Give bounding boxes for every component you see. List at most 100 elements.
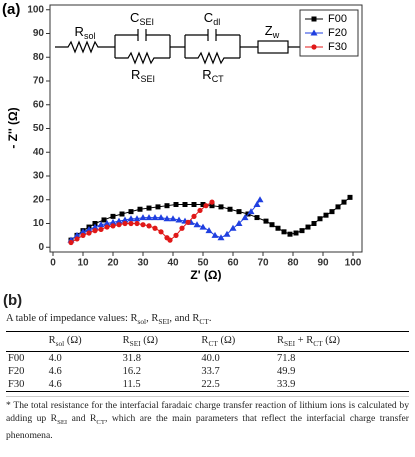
- marker: [185, 219, 191, 225]
- x-tick-label: 90: [317, 258, 329, 269]
- marker: [79, 228, 87, 235]
- marker: [203, 203, 209, 209]
- marker: [167, 237, 173, 243]
- cell: F00: [8, 353, 25, 365]
- marker: [310, 29, 318, 36]
- marker: [121, 216, 129, 223]
- marker: [175, 216, 183, 223]
- cell: 33.7: [201, 366, 220, 378]
- marker: [110, 213, 116, 219]
- circuit-label: Cdl: [204, 10, 220, 27]
- marker: [128, 209, 134, 215]
- y-tick-label: 20: [33, 194, 45, 205]
- cell: 71.8: [277, 353, 296, 365]
- marker: [146, 205, 152, 211]
- cell: 49.9: [277, 366, 296, 378]
- row: F00 4.0 31.8 40.0 71.8: [6, 352, 409, 366]
- marker: [139, 214, 147, 221]
- subscript: CT: [96, 419, 105, 427]
- marker: [122, 220, 128, 227]
- cell: 4.6: [48, 366, 62, 378]
- marker: [103, 220, 111, 226]
- y-tick-label: 10: [33, 218, 45, 229]
- y-tick-label: 40: [33, 147, 45, 158]
- subscript: sol: [55, 339, 65, 349]
- table: Rsol (Ω) RSEI (Ω) RCT (Ω) RSEI + RCT (Ω) F0…: [6, 331, 409, 393]
- marker: [299, 228, 305, 234]
- circuit-label: Rsol: [75, 24, 96, 41]
- header-cell: Rsol (Ω): [46, 331, 121, 353]
- marker: [275, 225, 281, 231]
- marker: [80, 232, 86, 238]
- marker: [86, 230, 92, 236]
- text: R: [201, 335, 209, 347]
- marker: [323, 212, 329, 218]
- marker: [151, 214, 159, 221]
- marker: [101, 217, 107, 223]
- marker: [347, 194, 353, 200]
- subscript: sol: [84, 31, 96, 41]
- marker: [119, 211, 125, 217]
- marker: [191, 213, 197, 219]
- header-cell: [6, 331, 47, 353]
- marker: [140, 222, 146, 228]
- subscript: SEI: [57, 419, 68, 427]
- subscript: CT: [313, 339, 323, 349]
- marker: [223, 230, 231, 237]
- y-tick-label: 60: [33, 99, 45, 110]
- circuit-label: Zw: [265, 23, 280, 40]
- subscript: CT: [212, 74, 224, 84]
- text: C: [130, 10, 139, 25]
- subscript: CT: [208, 339, 218, 349]
- marker: [197, 207, 203, 214]
- text: (Ω): [322, 335, 341, 347]
- cell: 40.0: [201, 353, 220, 365]
- marker: [209, 203, 215, 209]
- marker: [115, 217, 123, 224]
- marker: [155, 204, 161, 210]
- marker: [134, 220, 140, 227]
- cell: 11.5: [122, 379, 141, 391]
- marker: [74, 236, 80, 242]
- text: R: [75, 24, 84, 39]
- text: R: [48, 335, 56, 347]
- marker: [256, 196, 264, 203]
- text: A table of impedance values: R: [6, 313, 138, 324]
- marker: [329, 209, 335, 215]
- marker: [169, 215, 177, 222]
- y-axis-label: - Z'' (Ω): [6, 107, 20, 148]
- marker: [199, 223, 207, 230]
- text: + R: [295, 335, 314, 347]
- text: , which are the main parameters that ref…: [6, 413, 409, 442]
- marker: [227, 206, 233, 212]
- y-tick-label: 100: [27, 4, 44, 15]
- marker: [133, 215, 141, 222]
- marker: [229, 224, 237, 231]
- text: Z: [265, 23, 273, 38]
- marker: [209, 199, 215, 205]
- panel-label: (a): [2, 1, 20, 18]
- marker: [193, 221, 201, 228]
- cell: F30: [8, 379, 25, 391]
- marker: [200, 202, 206, 207]
- marker: [269, 222, 275, 228]
- y-tick-label: 90: [33, 28, 45, 39]
- cell: 33.9: [277, 379, 296, 391]
- circuit: [55, 29, 300, 65]
- text: (Ω): [64, 335, 82, 347]
- legend-label: F00: [328, 13, 347, 25]
- marker: [91, 223, 99, 230]
- subscript: SEI: [140, 74, 155, 84]
- cell: 31.8: [122, 353, 141, 365]
- marker: [235, 220, 243, 226]
- subscript: SEI: [158, 317, 170, 327]
- marker: [311, 221, 317, 226]
- marker: [218, 204, 224, 210]
- warburg: [257, 40, 289, 54]
- marker: [211, 231, 219, 238]
- marker: [116, 222, 122, 228]
- marker: [158, 229, 164, 235]
- marker: [97, 221, 105, 228]
- marker: [317, 216, 323, 222]
- marker: [311, 16, 317, 22]
